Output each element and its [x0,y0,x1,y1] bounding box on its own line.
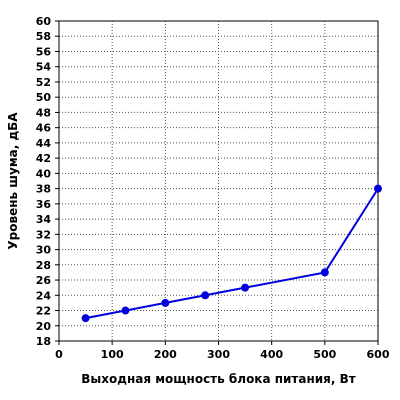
data-point [81,314,90,323]
data-point [241,283,250,292]
y-tick-label: 46 [36,122,52,135]
y-tick-label: 26 [36,274,52,287]
y-tick-label: 54 [36,61,52,74]
x-axis-title: Выходная мощность блока питания, Вт [81,372,356,386]
y-tick-label: 34 [36,213,52,226]
x-tick-label: 300 [207,348,230,361]
series-line [85,188,379,320]
y-tick-label: 42 [36,152,51,165]
y-tick-label: 30 [36,244,52,257]
y-tick-label: 52 [36,76,51,89]
y-tick-label: 44 [36,137,52,150]
y-tick-label: 24 [36,289,52,302]
axis-ticks: 18 20 22 24 26 28 30 32 34 36 38 40 42 44 46 48 50 52 54 56… [36,15,390,361]
y-tick-label: 20 [36,320,52,333]
x-tick-label: 600 [367,348,390,361]
x-tick-label: 200 [154,348,177,361]
y-tick-label: 48 [36,106,51,119]
y-tick-label: 60 [36,15,52,28]
y-tick-label: 22 [36,305,51,318]
data-point [161,298,170,307]
y-axis-title: Уровень шума, дБА [6,112,20,250]
y-tick-label: 56 [36,45,52,58]
grid [59,21,378,341]
data-point [201,291,210,300]
x-tick-label: 400 [260,348,283,361]
x-tick-label: 100 [101,348,124,361]
y-tick-label: 58 [36,30,51,43]
data-point [374,184,382,193]
y-tick-label: 32 [36,228,51,241]
x-tick-label: 0 [55,348,63,361]
data-point [121,306,130,315]
y-tick-label: 28 [36,259,51,272]
y-tick-label: 18 [36,335,51,348]
data-point [320,268,329,277]
y-tick-label: 40 [36,167,52,180]
y-tick-label: 50 [36,91,52,104]
y-tick-label: 38 [36,183,51,196]
series [81,184,382,323]
x-tick-label: 500 [313,348,336,361]
y-tick-label: 36 [36,198,52,211]
